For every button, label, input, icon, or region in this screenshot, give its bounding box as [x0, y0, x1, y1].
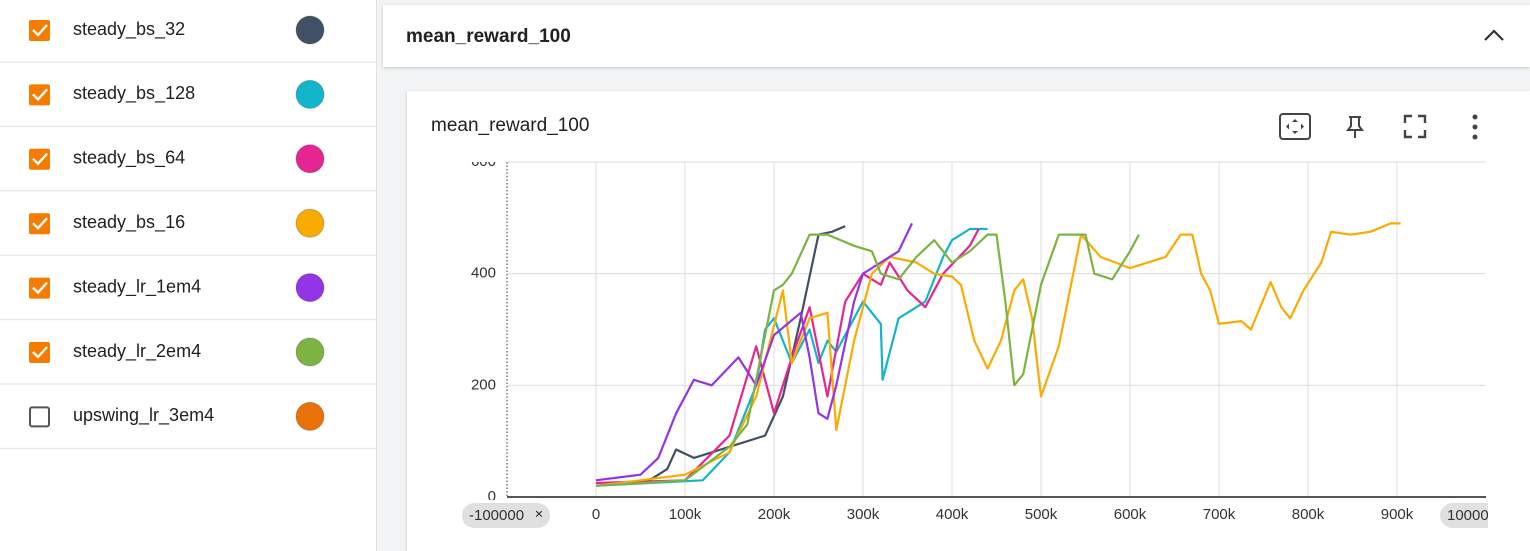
series-lines	[595, 222, 1401, 487]
run-row: steady_bs_128	[0, 79, 376, 127]
run-row: steady_bs_32	[0, 15, 376, 63]
collapse-icon[interactable]	[1484, 29, 1504, 41]
x-tick-label: 200k	[758, 506, 791, 523]
y-tick-labels: 0 200 400 600	[471, 153, 496, 505]
more-icon[interactable]	[1472, 114, 1478, 140]
run-color[interactable]	[295, 208, 325, 238]
run-name: steady_bs_16	[73, 212, 185, 233]
x-tick-label: 0	[592, 506, 600, 523]
run-color[interactable]	[295, 273, 325, 303]
series-line	[595, 233, 1140, 487]
y-tick-label: 600	[471, 153, 496, 170]
check-mark	[32, 24, 48, 37]
run-checkbox[interactable]	[29, 84, 50, 106]
series-line	[595, 228, 980, 485]
run-color[interactable]	[295, 337, 325, 367]
series-line	[595, 222, 913, 482]
pin-icon[interactable]	[1346, 116, 1364, 138]
fit-domain-icon[interactable]	[1279, 113, 1311, 140]
check-mark	[32, 346, 48, 359]
check-mark	[32, 217, 48, 230]
run-color[interactable]	[295, 15, 325, 45]
section-title: mean_reward_100	[406, 26, 571, 47]
run-name: steady_lr_1em4	[73, 276, 201, 297]
x-tick-label: 400k	[936, 506, 969, 523]
x-tick-label: 100k	[669, 506, 702, 523]
run-list: steady_bs_32 steady_bs_128 steady_bs_64ste…	[0, 15, 376, 449]
run-name: steady_bs_128	[73, 83, 195, 104]
run-color[interactable]	[295, 401, 325, 431]
run-checkbox[interactable]	[29, 148, 50, 170]
run-name: upswing_lr_3em4	[73, 405, 214, 426]
check-mark	[32, 88, 48, 102]
y-tick-label: 0	[488, 488, 496, 505]
run-checkbox[interactable]	[29, 277, 50, 299]
range-min-label: -100000	[469, 507, 524, 524]
run-name: steady_lr_2em4	[73, 341, 201, 362]
x-tick-label: 900k	[1381, 506, 1414, 523]
run-checkbox[interactable]	[29, 20, 50, 41]
range-max-chip[interactable]	[1440, 503, 1520, 528]
run-checkbox[interactable]	[29, 213, 50, 235]
run-name: steady_bs_32	[73, 19, 185, 40]
run-name: steady_bs_64	[73, 148, 185, 169]
run-checkbox[interactable]	[29, 342, 50, 363]
run-row: upswing_lr_3em4	[0, 401, 376, 449]
section-header[interactable]	[383, 5, 1530, 67]
x-tick-label: 600k	[1114, 506, 1147, 523]
chart-title: mean_reward_100	[431, 115, 589, 136]
run-row: steady_lr_1em4	[0, 273, 376, 321]
run-color[interactable]	[295, 144, 325, 174]
run-row: steady_bs_64	[0, 144, 376, 192]
range-max-label: 1000000	[1447, 507, 1505, 524]
x-tick-label: 300k	[847, 506, 880, 523]
check-mark	[32, 152, 48, 166]
y-tick-label: 400	[471, 265, 496, 282]
range-max-chip-group: 1000000	[1440, 503, 1520, 528]
run-checkbox[interactable]	[29, 406, 50, 428]
chart: 0 200 400 600 0 100k 200k 300k 400k 500k 600k 700k 8…	[462, 153, 1520, 528]
run-row: steady_bs_16	[0, 208, 376, 256]
series-line	[595, 227, 988, 487]
y-tick-label: 200	[471, 376, 496, 393]
x-tick-label: 800k	[1292, 506, 1325, 523]
x-tick-label: 500k	[1025, 506, 1058, 523]
range-min-chip[interactable]	[462, 503, 550, 528]
fullscreen-icon[interactable]	[1403, 114, 1427, 139]
x-tick-label: 700k	[1203, 506, 1236, 523]
range-clear[interactable]: ×	[535, 506, 543, 522]
check-mark	[32, 281, 48, 295]
run-color[interactable]	[295, 79, 325, 109]
run-row: steady_lr_2em4	[0, 337, 376, 385]
series-line	[595, 222, 1401, 487]
